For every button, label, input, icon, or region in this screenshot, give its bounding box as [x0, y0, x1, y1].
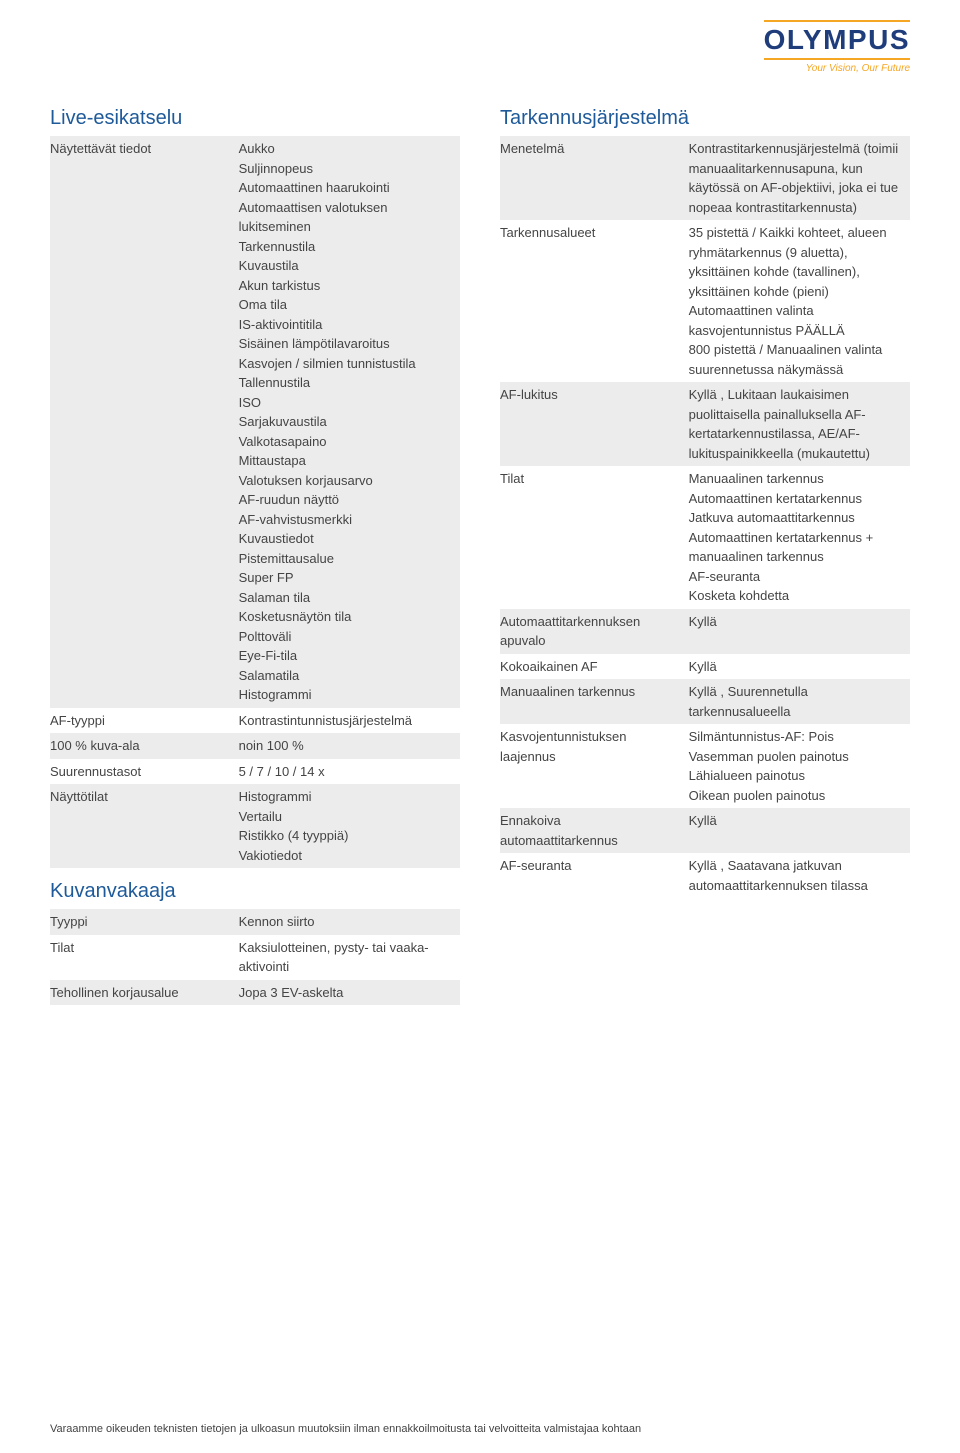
spec-label: Ennakoiva automaattitarkennus [500, 808, 689, 853]
spec-label: 100 % kuva-ala [50, 733, 239, 759]
spec-label: Menetelmä [500, 136, 689, 220]
spec-row: TilatManuaalinen tarkennus Automaattinen… [500, 466, 910, 609]
spec-label: Tarkennusalueet [500, 220, 689, 382]
spec-row: Automaattitarkennuksen apuvaloKyllä [500, 609, 910, 654]
spec-row: AF-lukitusKyllä , Lukitaan laukaisimen p… [500, 382, 910, 466]
spec-value: Kyllä , Saatavana jatkuvan automaattitar… [689, 853, 910, 898]
spec-row: AF-tyyppiKontrastintunnistusjärjestelmä [50, 708, 460, 734]
spec-value: Kyllä , Suurennetulla tarkennusalueella [689, 679, 910, 724]
spec-label: Näyttötilat [50, 784, 239, 868]
spec-label: AF-lukitus [500, 382, 689, 466]
spec-value: Aukko Suljinnopeus Automaattinen haaruko… [239, 136, 460, 708]
spec-row: 100 % kuva-alanoin 100 % [50, 733, 460, 759]
brand-logo: OLYMPUS [764, 20, 910, 60]
spec-value: Kyllä , Lukitaan laukaisimen puolittaise… [689, 382, 910, 466]
spec-label: Näytettävät tiedot [50, 136, 239, 708]
right-column: Tarkennusjärjestelmä MenetelmäKontrastit… [500, 95, 910, 1005]
spec-value: 5 / 7 / 10 / 14 x [239, 759, 460, 785]
spec-value: Kontrastintunnistusjärjestelmä [239, 708, 460, 734]
spec-value: Kaksiulotteinen, pysty- tai vaaka-aktivo… [239, 935, 460, 980]
spec-row: Ennakoiva automaattitarkennusKyllä [500, 808, 910, 853]
spec-value: Kyllä [689, 808, 910, 853]
spec-value: Histogrammi Vertailu Ristikko (4 tyyppiä… [239, 784, 460, 868]
spec-value: Kontrastitarkennusjärjestelmä (toimii ma… [689, 136, 910, 220]
spec-row: AF-seurantaKyllä , Saatavana jatkuvan au… [500, 853, 910, 898]
spec-row: TilatKaksiulotteinen, pysty- tai vaaka-a… [50, 935, 460, 980]
spec-row: Tehollinen korjausalueJopa 3 EV-askelta [50, 980, 460, 1006]
spec-label: AF-tyyppi [50, 708, 239, 734]
spec-value: Kyllä [689, 609, 910, 654]
spec-value: Manuaalinen tarkennus Automaattinen kert… [689, 466, 910, 609]
spec-label: Tilat [500, 466, 689, 609]
left-column: Live-esikatselu Näytettävät tiedotAukko … [50, 95, 460, 1005]
spec-label: Tilat [50, 935, 239, 980]
spec-label: Kokoaikainen AF [500, 654, 689, 680]
spec-label: Manuaalinen tarkennus [500, 679, 689, 724]
spec-value: noin 100 % [239, 733, 460, 759]
spec-value: Silmäntunnistus-AF: Pois Vasemman puolen… [689, 724, 910, 808]
spec-row: Suurennustasot5 / 7 / 10 / 14 x [50, 759, 460, 785]
spec-label: Tehollinen korjausalue [50, 980, 239, 1006]
spec-row: Kokoaikainen AFKyllä [500, 654, 910, 680]
brand-tagline: Your Vision, Our Future [764, 63, 910, 74]
spec-content: Live-esikatselu Näytettävät tiedotAukko … [50, 95, 910, 1005]
spec-row: MenetelmäKontrastitarkennusjärjestelmä (… [500, 136, 910, 220]
spec-row: TyyppiKennon siirto [50, 909, 460, 935]
spec-label: Kasvojentunnistuksen laajennus [500, 724, 689, 808]
spec-table-live-preview: Näytettävät tiedotAukko Suljinnopeus Aut… [50, 136, 460, 868]
section-title-stabilizer: Kuvanvakaaja [50, 880, 460, 903]
spec-label: Tyyppi [50, 909, 239, 935]
section-title-live-preview: Live-esikatselu [50, 107, 460, 130]
spec-value: Jopa 3 EV-askelta [239, 980, 460, 1006]
spec-value: Kennon siirto [239, 909, 460, 935]
spec-table-focus-system: MenetelmäKontrastitarkennusjärjestelmä (… [500, 136, 910, 898]
spec-label: AF-seuranta [500, 853, 689, 898]
spec-row: Kasvojentunnistuksen laajennusSilmäntunn… [500, 724, 910, 808]
brand-header: OLYMPUS Your Vision, Our Future [764, 20, 910, 74]
section-title-focus-system: Tarkennusjärjestelmä [500, 107, 910, 130]
spec-row: Manuaalinen tarkennusKyllä , Suurennetul… [500, 679, 910, 724]
spec-label: Automaattitarkennuksen apuvalo [500, 609, 689, 654]
spec-row: Tarkennusalueet35 pistettä / Kaikki koht… [500, 220, 910, 382]
spec-table-stabilizer: TyyppiKennon siirtoTilatKaksiulotteinen,… [50, 909, 460, 1005]
spec-value: 35 pistettä / Kaikki kohteet, alueen ryh… [689, 220, 910, 382]
spec-label: Suurennustasot [50, 759, 239, 785]
spec-row: Näytettävät tiedotAukko Suljinnopeus Aut… [50, 136, 460, 708]
spec-row: NäyttötilatHistogrammi Vertailu Ristikko… [50, 784, 460, 868]
disclaimer-footer: Varaamme oikeuden teknisten tietojen ja … [50, 1423, 910, 1435]
spec-value: Kyllä [689, 654, 910, 680]
